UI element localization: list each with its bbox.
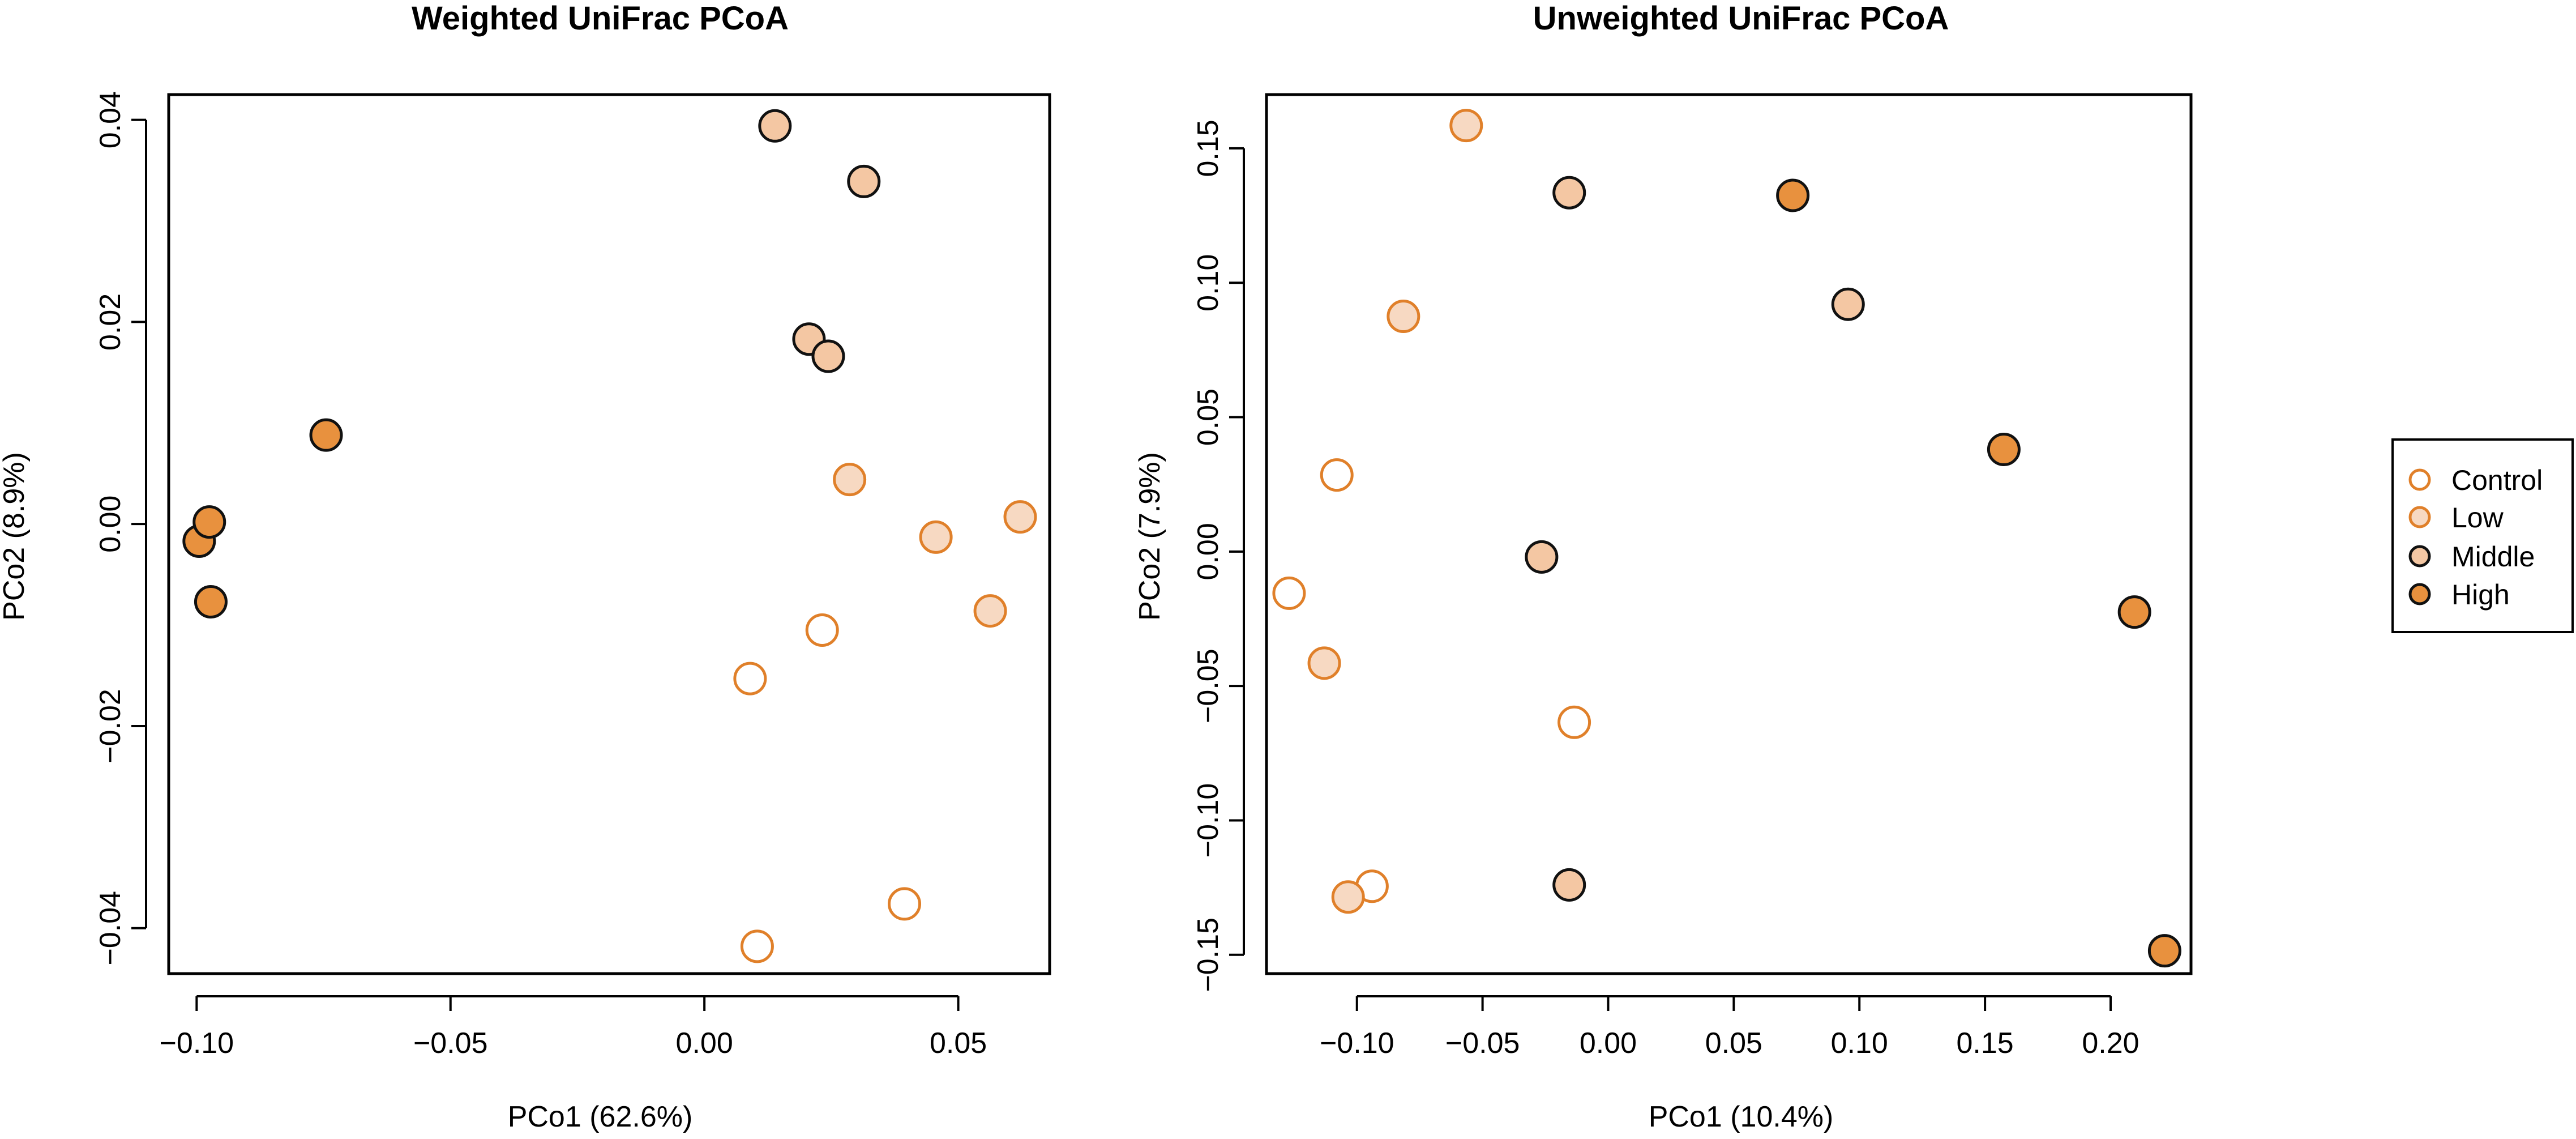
data-point-low (1449, 109, 1483, 143)
y-tick-label: 0.00 (1192, 523, 1225, 580)
legend-marker-low (2408, 506, 2431, 528)
data-point-high (2147, 934, 2181, 968)
plot-frame (1265, 93, 2193, 975)
x-tick-label: −0.05 (1445, 1027, 1520, 1060)
data-point-middle (758, 109, 792, 143)
unweighted-unifrac-panel: Unweighted UniFrac PCoA −0.10 −0.05 0.00 0.… (1133, 0, 2193, 1133)
x-tick-label: 0.00 (1580, 1027, 1637, 1060)
points-group (182, 109, 1037, 963)
data-point-high (1776, 178, 1810, 212)
legend: Control Low Middle High (2391, 438, 2574, 633)
x-tick-label: 0.00 (676, 1027, 733, 1060)
weighted-unifrac-panel: Weighted UniFrac PCoA −0.10 −0.05 0.00 0.05… (0, 0, 1051, 1133)
points-group (1272, 109, 2181, 968)
data-point-middle (1552, 176, 1586, 210)
y-tick-label: −0.04 (94, 891, 127, 966)
x-tick-label: 0.05 (930, 1027, 987, 1060)
y-tick-label: −0.02 (94, 689, 127, 763)
ticks-group: −0.10 −0.05 0.00 0.05 −0.04 −0.02 0.00 0.02 0.04 (94, 91, 987, 1060)
legend-marker-high (2408, 583, 2431, 605)
y-tick-label: −0.10 (1192, 783, 1225, 858)
legend-marker-middle (2408, 545, 2431, 568)
data-point-control (1557, 705, 1591, 739)
data-point-middle (1552, 868, 1586, 902)
x-tick-label: 0.05 (1705, 1027, 1762, 1060)
legend-label-control: Control (2451, 464, 2543, 496)
data-point-middle (847, 164, 881, 198)
y-axis-label: PCo2 (8.9%) (0, 452, 31, 621)
data-point-low (1307, 646, 1341, 680)
y-tick-label: −0.15 (1192, 918, 1225, 992)
chart-title: Unweighted UniFrac PCoA (1533, 0, 1949, 37)
y-tick-label: −0.05 (1192, 649, 1225, 723)
y-tick-label: 0.04 (94, 91, 127, 148)
data-point-high (194, 585, 228, 619)
data-point-middle (811, 339, 845, 373)
x-tick-label: −0.10 (160, 1027, 234, 1060)
x-tick-label: −0.10 (1320, 1027, 1394, 1060)
data-point-control (1272, 576, 1306, 610)
y-tick-label: 0.05 (1192, 389, 1225, 446)
data-point-low (833, 463, 867, 497)
data-point-low (1331, 880, 1365, 914)
data-point-middle (1525, 540, 1559, 574)
x-tick-label: 0.10 (1831, 1027, 1888, 1060)
data-point-control (740, 929, 774, 963)
legend-label-middle: Middle (2451, 541, 2535, 573)
data-point-control (805, 613, 839, 647)
x-tick-label: 0.15 (1957, 1027, 2014, 1060)
x-tick-label: −0.05 (413, 1027, 488, 1060)
x-axis-label: PCo1 (62.6%) (508, 1100, 693, 1133)
data-point-low (1387, 300, 1420, 334)
plot-frame (167, 93, 1051, 975)
legend-marker-control (2408, 468, 2431, 491)
legend-label-low: Low (2451, 502, 2504, 534)
chart-title: Weighted UniFrac PCoA (412, 0, 789, 37)
data-point-middle (1831, 287, 1865, 321)
x-tick-label: 0.20 (2082, 1027, 2139, 1060)
y-tick-label: 0.00 (94, 496, 127, 553)
data-point-high (1987, 432, 2021, 466)
data-point-high (2117, 595, 2151, 629)
ticks-group: −0.10 −0.05 0.00 0.05 0.10 0.15 0.20 −0.15 −0.10… (1192, 120, 2139, 1060)
data-point-low (1003, 500, 1037, 534)
x-axis-label: PCo1 (10.4%) (1649, 1100, 1834, 1133)
y-tick-label: 0.15 (1192, 120, 1225, 177)
y-tick-label: 0.02 (94, 293, 127, 351)
data-point-high (192, 505, 226, 539)
data-point-control (1320, 458, 1354, 492)
data-point-control (733, 662, 767, 696)
legend-label-high: High (2451, 579, 2510, 611)
y-axis-label: PCo2 (7.9%) (1133, 452, 1166, 621)
data-point-low (973, 594, 1007, 628)
data-point-high (309, 418, 343, 452)
y-tick-label: 0.10 (1192, 254, 1225, 312)
data-point-control (888, 887, 922, 921)
data-point-low (919, 520, 953, 554)
